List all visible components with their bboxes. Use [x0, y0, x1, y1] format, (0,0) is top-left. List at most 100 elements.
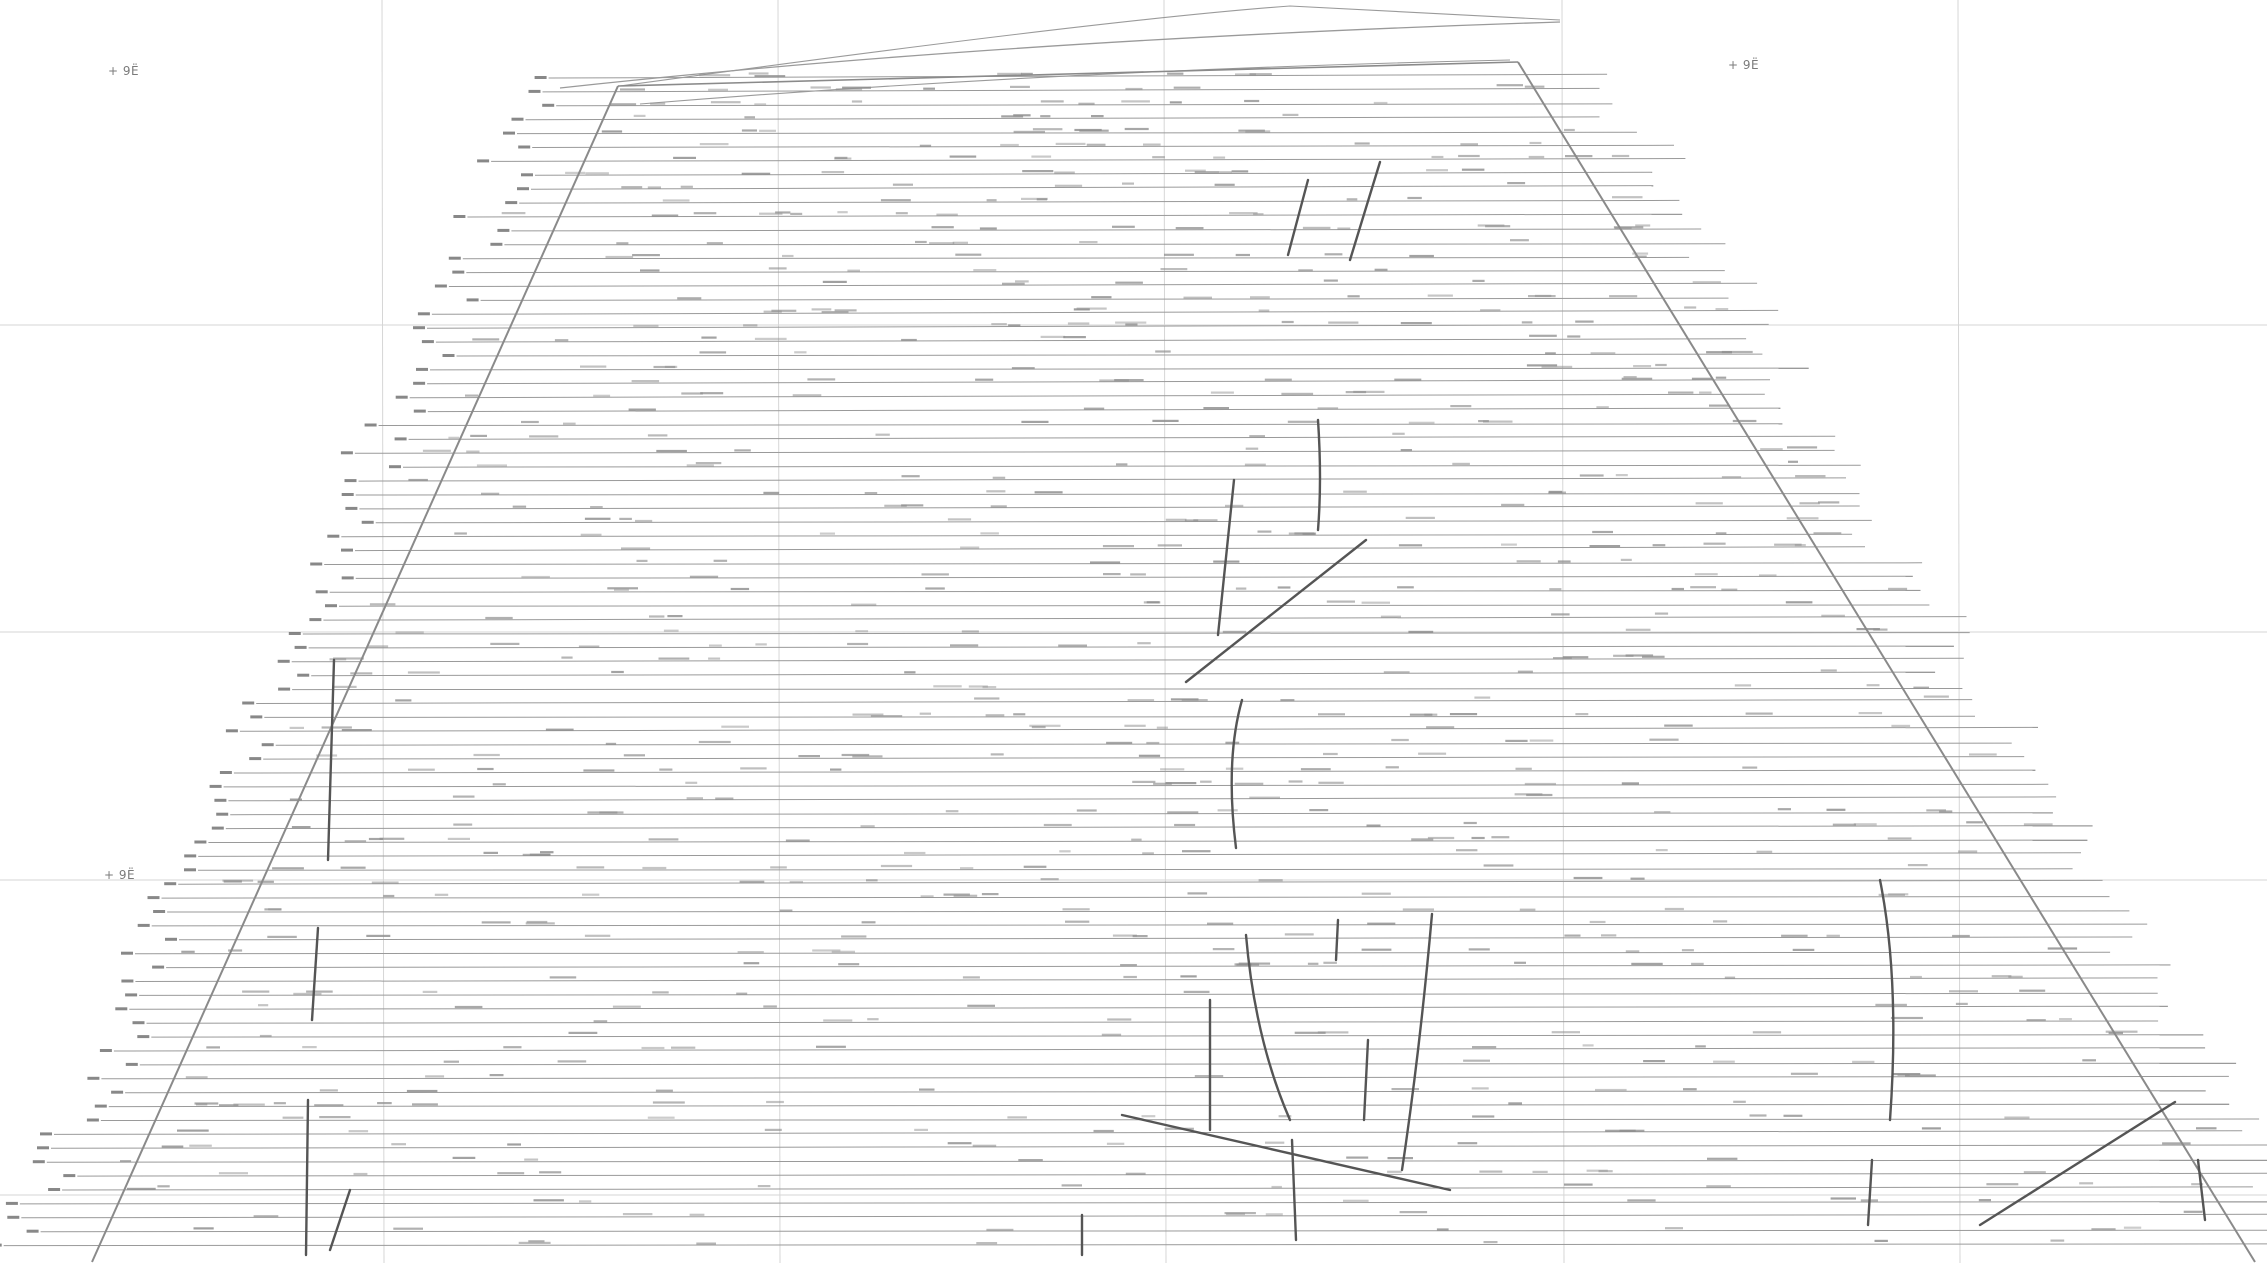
line-annotation [1436, 1228, 1449, 1231]
line-annotation [1361, 601, 1390, 604]
line-annotation [1621, 377, 1653, 380]
line-annotation [473, 753, 500, 757]
line-annotation [904, 671, 916, 674]
survey-line [359, 505, 1860, 510]
line-annotation [985, 714, 1005, 717]
line-annotation [1058, 644, 1087, 647]
line-annotation [391, 1143, 406, 1146]
line-annotation [1132, 780, 1156, 783]
line-annotation [933, 685, 962, 688]
survey-line [504, 243, 1726, 246]
line-annotation [1343, 490, 1367, 493]
survey-line [329, 589, 1921, 593]
line-end-marker [413, 326, 425, 330]
line-annotation [181, 950, 195, 953]
line-end-marker [497, 228, 510, 232]
line-annotation [1514, 961, 1526, 964]
line-annotation [1318, 713, 1345, 716]
line-annotation [1480, 309, 1501, 312]
line-annotation [1173, 86, 1201, 89]
line-annotation [545, 728, 574, 731]
line-annotation [1398, 544, 1423, 547]
line-annotation [1529, 141, 1542, 145]
line-annotation [855, 630, 869, 633]
line-annotation [870, 715, 903, 718]
line-annotation [1519, 908, 1536, 911]
line-annotation [962, 976, 980, 979]
line-annotation [990, 753, 1004, 756]
survey-line [139, 1062, 2237, 1066]
line-annotation [1383, 671, 1410, 674]
survey-line [19, 1201, 2267, 1205]
line-annotation [1853, 823, 1877, 826]
line-annotation [1897, 1073, 1910, 1077]
line-annotation [366, 934, 391, 937]
line-annotation [1361, 948, 1392, 951]
survey-line [263, 756, 2025, 760]
line-annotation [1611, 154, 1630, 158]
line-annotation [1521, 321, 1533, 324]
line-annotation [1116, 463, 1128, 466]
line-annotation [754, 103, 767, 106]
survey-line [491, 158, 1686, 162]
line-annotation [1483, 420, 1513, 423]
line-annotation [1099, 379, 1129, 382]
line-annotation [1343, 1199, 1369, 1202]
line-annotation [1598, 1170, 1613, 1173]
fault-line [1184, 538, 1368, 684]
line-annotation [1236, 963, 1260, 966]
line-annotation [1065, 920, 1090, 923]
line-annotation [842, 86, 871, 89]
line-annotation [1575, 713, 1589, 716]
line-annotation [554, 339, 569, 342]
line-annotation [348, 1130, 369, 1133]
line-annotation [915, 240, 927, 244]
line-annotation [1207, 922, 1234, 925]
line-annotation [1541, 365, 1573, 368]
line-annotation [991, 323, 1007, 326]
line-end-marker [132, 1021, 145, 1025]
line-annotation [2123, 1226, 2142, 1229]
line-annotation [835, 88, 863, 91]
line-annotation [1785, 601, 1813, 604]
line-annotation [302, 1046, 317, 1049]
line-annotation [319, 1089, 338, 1092]
line-end-marker [0, 1243, 2, 1247]
line-annotation [1055, 142, 1086, 145]
line-annotation [1284, 933, 1314, 936]
line-annotation [1010, 85, 1030, 88]
line-end-marker [261, 743, 274, 747]
line-annotation [1281, 320, 1294, 324]
survey-line [100, 1118, 2260, 1121]
line-annotation [1474, 696, 1491, 699]
survey-line [548, 73, 1608, 79]
fault-line [1978, 1100, 2177, 1227]
survey-line [480, 297, 1729, 301]
line-annotation [1452, 462, 1470, 465]
line-annotation [1115, 281, 1143, 284]
line-annotation [1524, 782, 1556, 786]
line-annotation [1288, 780, 1303, 783]
line-annotation [794, 351, 807, 354]
line-annotation [730, 587, 750, 591]
line-annotation [715, 797, 734, 800]
line-end-marker [453, 215, 466, 218]
line-annotation [1786, 517, 1819, 520]
line-annotation [1545, 352, 1556, 355]
line-annotation [1792, 948, 1815, 951]
line-annotation [1507, 182, 1526, 185]
line-annotation [1062, 908, 1090, 911]
line-annotation [822, 280, 847, 283]
line-annotation [1684, 306, 1697, 309]
line-annotation [1257, 530, 1272, 533]
line-annotation [847, 269, 860, 272]
line-end-marker [315, 590, 328, 594]
line-annotation [2026, 1019, 2046, 1022]
line-annotation [1008, 324, 1021, 327]
line-annotation [986, 199, 997, 202]
line-annotation [929, 242, 955, 245]
line-annotation [1595, 1088, 1627, 1092]
line-annotation [1121, 100, 1150, 103]
line-annotation [448, 436, 460, 439]
